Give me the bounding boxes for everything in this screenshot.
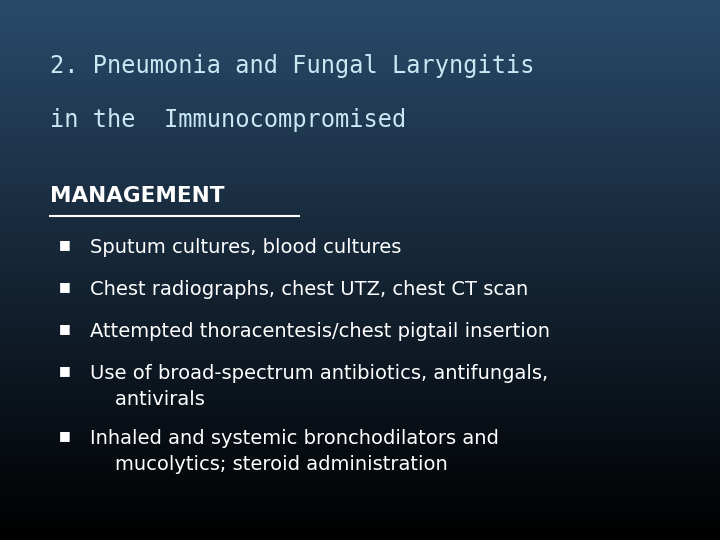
Text: in the  Immunocompromised: in the Immunocompromised <box>50 108 407 132</box>
Text: ■: ■ <box>59 238 71 251</box>
Text: MANAGEMENT: MANAGEMENT <box>50 186 225 206</box>
Text: ■: ■ <box>59 429 71 442</box>
Text: Attempted thoracentesis/chest pigtail insertion: Attempted thoracentesis/chest pigtail in… <box>90 322 550 341</box>
Text: ■: ■ <box>59 280 71 293</box>
Text: Chest radiographs, chest UTZ, chest CT scan: Chest radiographs, chest UTZ, chest CT s… <box>90 280 528 299</box>
Text: Inhaled and systemic bronchodilators and
    mucolytics; steroid administration: Inhaled and systemic bronchodilators and… <box>90 429 499 474</box>
Text: Sputum cultures, blood cultures: Sputum cultures, blood cultures <box>90 238 401 256</box>
Text: Use of broad-spectrum antibiotics, antifungals,
    antivirals: Use of broad-spectrum antibiotics, antif… <box>90 364 548 409</box>
Text: ■: ■ <box>59 322 71 335</box>
Text: 2. Pneumonia and Fungal Laryngitis: 2. Pneumonia and Fungal Laryngitis <box>50 54 535 78</box>
Text: ■: ■ <box>59 364 71 377</box>
